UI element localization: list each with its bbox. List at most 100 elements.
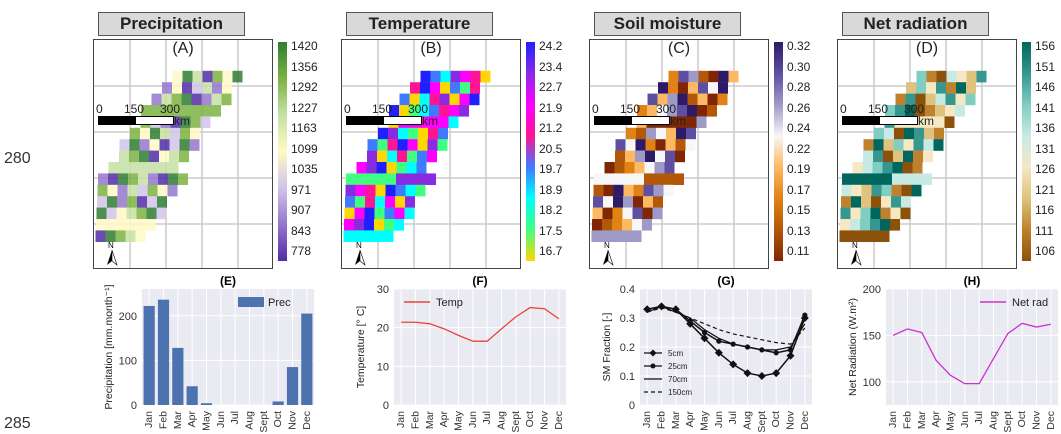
legend-tick-label: 0.22: [787, 141, 811, 156]
map-cell: [399, 105, 409, 117]
map-cell: [915, 93, 926, 106]
map-cell: [410, 82, 420, 94]
map-cell: [881, 196, 891, 208]
point: [743, 369, 752, 378]
map-cell: [395, 196, 405, 208]
map-cell: [934, 116, 945, 128]
map-cell: [632, 207, 643, 220]
map-cell: [602, 207, 613, 220]
map-cell: [162, 82, 172, 94]
map-cell: [356, 173, 366, 185]
legend-tick-label: 24.2: [539, 39, 563, 53]
panel-letter: (A): [172, 40, 194, 57]
map-cell: [430, 70, 441, 83]
map-cell: [626, 127, 636, 140]
y-tick-label: 200: [119, 311, 137, 323]
map-cell: [624, 173, 634, 185]
map-cell: [450, 70, 461, 83]
chart-legend: Temp: [404, 297, 463, 309]
bar: [200, 403, 213, 405]
legend-tick-label: 23.4: [539, 59, 563, 74]
map-cell: [170, 116, 181, 128]
map-cell: [604, 162, 615, 174]
y-tick-label: 100: [119, 355, 137, 367]
map-cell: [429, 93, 440, 106]
y-tick-label: 0.2: [620, 342, 635, 354]
map-cell: [202, 82, 212, 94]
color-legend: 156 151 146 141 136 131 126 121 116 111 106: [1022, 39, 1061, 262]
map-cell: [663, 184, 674, 197]
map-cell: [171, 105, 181, 117]
scale-bar: 0 150 300 km: [592, 102, 686, 128]
map-cell: [415, 184, 426, 197]
map-cell: [364, 207, 375, 220]
svg-text:N: N: [108, 241, 114, 250]
map-cell: [190, 127, 200, 140]
map-cell: [901, 184, 912, 197]
panel-letter: (G): [717, 275, 734, 288]
map-cell: [593, 184, 604, 197]
panel-letter: (F): [472, 275, 487, 288]
map-cell: [375, 184, 386, 197]
color-legend: 24.2 23.4 22.7 21.9 21.2 20.5 19.7 18.9 18.2 17.5…: [526, 39, 586, 262]
map-cell: [168, 162, 179, 174]
map-cell: [367, 150, 377, 163]
map-cell: [480, 70, 491, 83]
series-line: [646, 305, 806, 351]
y-tick-label: 0: [383, 400, 389, 412]
map-cell: [625, 150, 635, 163]
map-panel-precipitation: Precipitation (A) 0 150 300 km N 1420 1356 1…: [88, 12, 334, 270]
y-axis-label: SM Fraction [-]: [601, 313, 613, 382]
map-cell: [631, 230, 642, 242]
map-cell: [418, 127, 428, 140]
map-cell: [657, 105, 667, 117]
map-cell: [98, 173, 108, 185]
map-cell: [407, 139, 418, 151]
point: [802, 312, 808, 318]
map-cell: [344, 207, 355, 220]
map-cell: [200, 116, 211, 128]
line-number-280: 280: [4, 150, 31, 167]
legend-label: 5cm: [668, 349, 683, 358]
x-tick-label: Sept: [258, 411, 270, 433]
svg-text:N: N: [852, 241, 858, 250]
legend-tick-label: 146: [1035, 80, 1056, 94]
legend-tick-label: 1292: [291, 80, 318, 94]
legend-tick-label: 141: [1035, 100, 1056, 115]
map-cell: [378, 127, 388, 140]
map-cell: [666, 116, 677, 128]
map-cell: [675, 150, 685, 163]
map-cell: [353, 230, 364, 242]
map-cell: [96, 207, 107, 220]
map-cell: [106, 207, 117, 220]
map-cell: [718, 82, 728, 94]
scale-unit: km: [422, 114, 438, 128]
x-tick-label: Jun: [467, 411, 479, 428]
map-cell: [450, 82, 460, 94]
map-cell: [851, 184, 862, 197]
map-cell: [151, 105, 161, 117]
scale-tick-300: 300: [656, 102, 677, 116]
map-cell: [108, 162, 119, 174]
point: [673, 306, 679, 312]
legend-tick-label: 0.30: [787, 59, 811, 74]
map-cell: [906, 82, 916, 94]
map-cell: [603, 184, 614, 197]
x-tick-label: Aug: [742, 411, 754, 430]
map-cell: [161, 105, 171, 117]
svg-text:N: N: [604, 241, 610, 250]
map-cell: [914, 116, 925, 128]
x-tick-label: Dec: [553, 411, 565, 430]
legend-gradient: [774, 42, 783, 261]
y-axis-label: Net Radiation (W.m²): [847, 298, 859, 396]
map-cell: [460, 82, 470, 94]
map-cell: [913, 139, 924, 151]
legend-tick-label: 843: [291, 223, 312, 238]
map-cell: [884, 127, 894, 140]
map-cell: [232, 70, 243, 83]
legend-tick-label: 0.15: [787, 203, 811, 217]
map-cell: [426, 173, 436, 185]
map-cell: [440, 82, 450, 94]
map-cell: [221, 93, 232, 106]
map-cell: [717, 93, 728, 106]
